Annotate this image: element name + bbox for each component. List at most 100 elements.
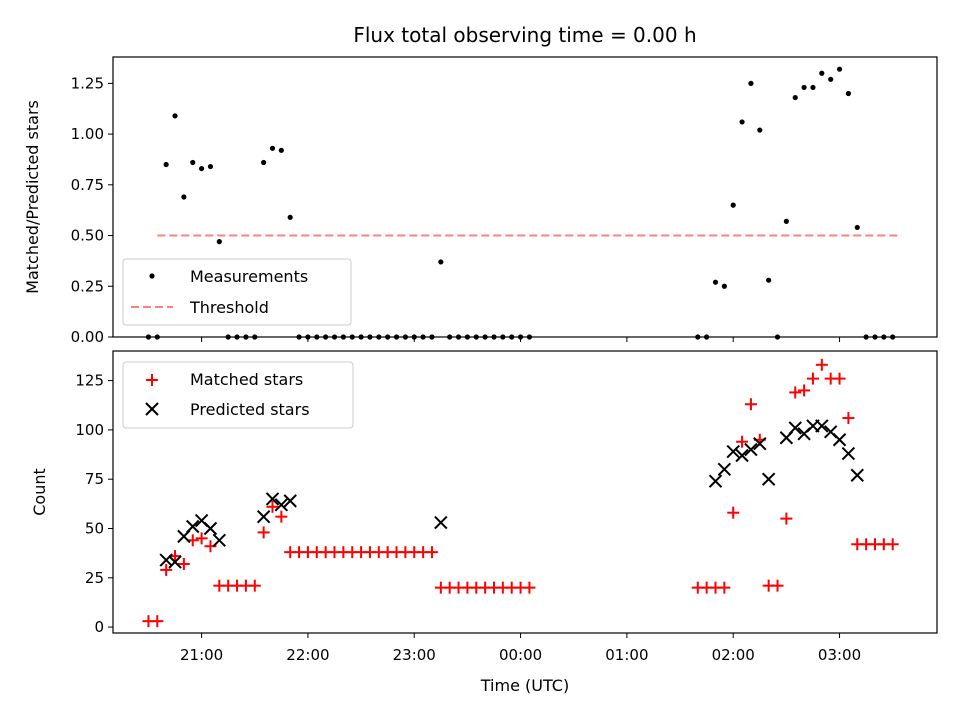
measurement-point	[190, 159, 196, 166]
predicted-stars-point	[735, 448, 749, 463]
ratio-panel: Flux total observing time = 0.00 h 0.00 0…	[23, 23, 938, 346]
measurement-point	[261, 159, 267, 166]
predicted-stars-point	[212, 533, 227, 548]
legend-measurements-marker	[149, 273, 155, 279]
top-axes-frame	[112, 56, 938, 338]
bottom-legend-box	[122, 361, 354, 429]
predicted-stars-point	[832, 433, 847, 447]
matched-stars-point	[842, 412, 855, 425]
matched-stars-point	[160, 563, 173, 576]
predicted-stars-point	[203, 521, 218, 536]
measurement-point	[269, 145, 276, 151]
measurement-point	[278, 147, 284, 153]
matched-stars-point	[177, 557, 190, 570]
top-y-tick-label: 0.50	[71, 227, 104, 245]
matched-stars-point	[266, 500, 279, 513]
top-y-tick-label: 0.75	[71, 176, 104, 194]
x-tick-label: 00:00	[499, 646, 542, 664]
measurement-point	[783, 218, 789, 224]
bottom-axes-frame	[112, 350, 938, 634]
matched-stars-point	[780, 512, 793, 525]
x-tick-label: 22:00	[286, 646, 329, 664]
measurement-point	[748, 80, 754, 86]
legend-predicted-marker	[145, 402, 159, 416]
predicted-stars-point	[726, 444, 740, 459]
predicted-stars-point	[761, 472, 776, 486]
legend-matched-marker	[146, 374, 158, 386]
legend-threshold-label: Threshold	[189, 298, 269, 317]
matched-stars-point	[744, 398, 757, 411]
x-tick-label: 23:00	[393, 646, 436, 664]
predicted-stars-point	[168, 555, 182, 569]
predicted-stars-point	[788, 421, 802, 435]
predicted-stars-point	[434, 515, 448, 530]
matched-stars-point	[257, 526, 270, 539]
measurement-point	[181, 194, 187, 200]
legend-predicted-label: Predicted stars	[190, 400, 310, 419]
matched-stars-point	[718, 581, 731, 594]
top-legend-box	[122, 258, 352, 326]
matched-stars-point	[815, 358, 828, 371]
predicted-stars-point	[283, 494, 297, 508]
measurement-point	[172, 113, 178, 119]
measurement-point	[828, 76, 834, 82]
legend-measurements-label: Measurements	[190, 267, 308, 286]
matched-stars-point	[523, 581, 536, 594]
measurement-point	[730, 202, 736, 208]
matched-stars-point	[727, 506, 740, 519]
measurement-point	[739, 119, 745, 125]
measurement-point	[199, 165, 205, 172]
x-tick-label: 21:00	[180, 646, 223, 664]
measurement-point	[792, 94, 798, 101]
measurement-point	[287, 214, 293, 220]
measurement-point	[836, 66, 843, 72]
matched-stars-point	[151, 615, 164, 628]
matched-stars-point	[248, 579, 261, 592]
top-y-axis-label: Matched/Predicted stars	[23, 100, 42, 294]
x-tick-label: 03:00	[818, 646, 861, 664]
matched-stars-point	[736, 435, 749, 448]
bottom-y-tick-label: 0	[94, 618, 104, 636]
top-legend: Measurements Threshold	[122, 258, 352, 326]
measurement-point	[819, 70, 825, 76]
bottom-y-tick-label: 125	[75, 372, 104, 390]
matched-stars-point	[833, 372, 846, 385]
measurement-point	[766, 277, 772, 283]
legend-matched-label: Matched stars	[190, 370, 303, 389]
matched-stars-point	[886, 538, 899, 551]
bottom-y-axis-label: Count	[30, 468, 49, 516]
measurement-point	[810, 84, 816, 91]
predicted-stars-point	[186, 519, 200, 534]
bottom-y-tick-label: 75	[85, 470, 104, 488]
bottom-y-tick-label: 25	[85, 569, 104, 587]
measurement-point	[438, 259, 444, 265]
predicted-stars-point	[815, 419, 829, 433]
measurement-point	[757, 127, 763, 133]
bottom-y-tick-label: 50	[85, 519, 104, 537]
predicted-stars-point	[265, 492, 280, 506]
measurement-point	[216, 239, 222, 245]
top-y-tick-label: 1.00	[71, 125, 104, 143]
top-y-tick-label: 1.25	[71, 74, 104, 92]
measurement-point	[854, 224, 860, 231]
chart-title: Flux total observing time = 0.00 h	[353, 23, 696, 47]
predicted-stars-point	[274, 498, 289, 512]
count-panel: 0 25 50 75 100 125 21:00 22:00 23:00 00:00 01:00 0…	[30, 350, 938, 695]
predicted-stars-point	[717, 462, 732, 477]
matched-stars-point	[806, 372, 819, 385]
bottom-legend: Matched stars Predicted stars	[122, 361, 354, 429]
matched-stars-point	[275, 510, 288, 523]
matched-stars-point	[195, 532, 208, 545]
matched-stars-point	[771, 579, 784, 592]
matched-stars-point	[798, 384, 811, 397]
matched-stars-point	[789, 386, 802, 399]
predicted-stars-point	[744, 442, 758, 457]
x-axis-label: Time (UTC)	[480, 676, 569, 695]
predicted-stars-point	[256, 509, 271, 524]
measurement-point	[712, 279, 719, 285]
x-tick-label: 01:00	[605, 646, 648, 664]
predicted-stars-point	[753, 436, 767, 451]
measurement-point	[163, 161, 169, 168]
measurement-point	[721, 283, 727, 289]
